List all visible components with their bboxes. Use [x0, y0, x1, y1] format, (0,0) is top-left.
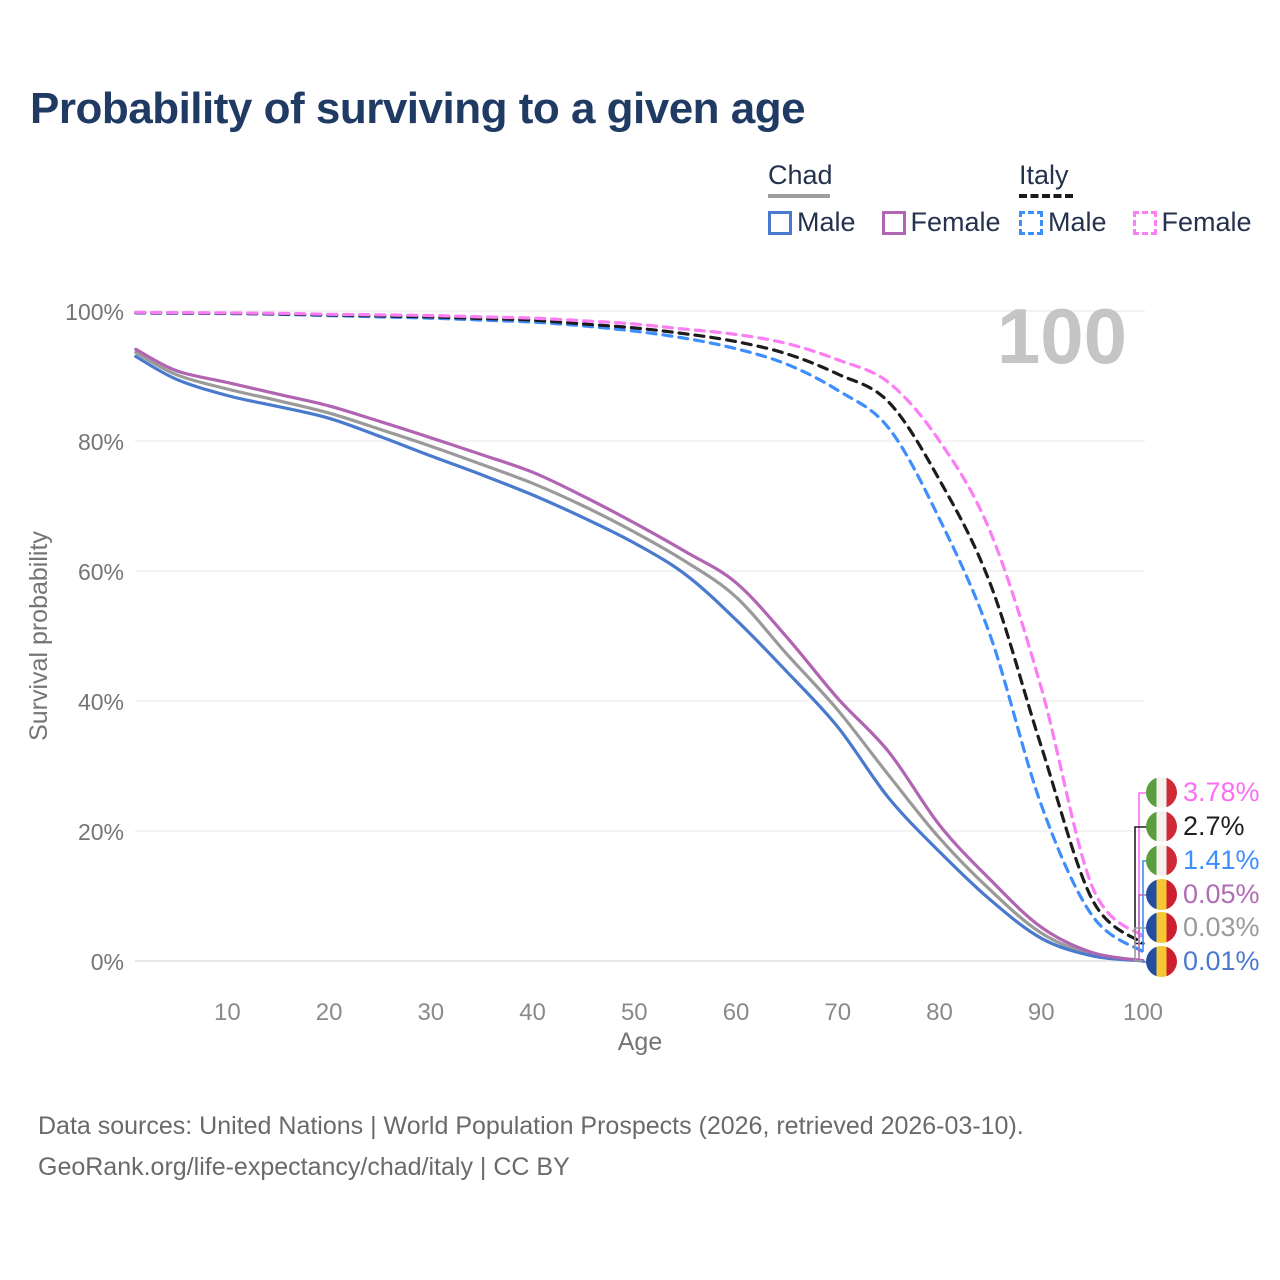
- legend-item-label: Male: [797, 207, 856, 237]
- legend-item-label: Female: [1161, 207, 1252, 237]
- x-tick-label: 30: [417, 999, 444, 1026]
- legend-group-italy: Italy Male Female: [1019, 160, 1278, 238]
- y-tick-label: 20%: [78, 819, 124, 845]
- legend-swatch-icon: [1019, 210, 1043, 235]
- end-label-value: 0.05%: [1183, 879, 1260, 909]
- chad-flag-icon: [1146, 946, 1177, 977]
- x-tick-label: 100: [1123, 999, 1163, 1026]
- footer-data-sources: Data sources: United Nations | World Pop…: [38, 1112, 1024, 1140]
- legend-item-chad-male[interactable]: Male: [768, 207, 856, 238]
- end-label-row: 1.41%: [1146, 845, 1260, 876]
- series-line-chad-female: [134, 347, 1145, 963]
- y-axis-title: Survival probability: [25, 531, 53, 741]
- page-title: Probability of surviving to a given age: [30, 84, 806, 133]
- footer: Data sources: United Nations | World Pop…: [38, 1106, 1024, 1188]
- end-label-connector: [1134, 927, 1150, 962]
- x-axis-title: Age: [618, 1028, 662, 1056]
- x-tick-label: 80: [926, 999, 953, 1026]
- footer-attribution: GeoRank.org/life-expectancy/chad/italy |…: [38, 1153, 570, 1181]
- chad-flag-icon: [1146, 879, 1177, 910]
- end-label-value: 0.03%: [1183, 912, 1260, 942]
- y-tick-label: 40%: [78, 689, 124, 715]
- end-label-row: 3.78%: [1146, 777, 1260, 808]
- end-label-value: 0.01%: [1183, 946, 1260, 976]
- x-tick-label: 70: [824, 999, 851, 1026]
- legend-item-label: Male: [1048, 207, 1107, 237]
- end-label-value: 2.7%: [1183, 811, 1245, 841]
- end-label-row: 0.03%: [1146, 912, 1260, 943]
- legend-country-line-sample: [768, 194, 830, 198]
- end-label-row: 0.01%: [1146, 946, 1260, 977]
- x-tick-label: 60: [723, 999, 750, 1026]
- y-tick-label: 0%: [91, 949, 124, 975]
- x-tick-label: 90: [1028, 999, 1055, 1026]
- age-watermark: 100: [997, 292, 1127, 380]
- legend-item-italy-female[interactable]: Female: [1132, 207, 1252, 238]
- end-label-row: 0.05%: [1146, 879, 1260, 910]
- x-tick-label: 20: [316, 999, 343, 1026]
- x-tick-label: 10: [214, 999, 241, 1026]
- end-label-connector: [1138, 792, 1150, 938]
- italy-flag-icon: [1146, 845, 1177, 876]
- end-label-value: 1.41%: [1183, 845, 1260, 875]
- end-label-row: 2.7%: [1146, 811, 1245, 842]
- series-line-chad-both: [134, 351, 1145, 963]
- legend-country-line-sample: [1019, 194, 1073, 198]
- x-tick-label: 40: [519, 999, 546, 1026]
- legend-item-chad-female[interactable]: Female: [881, 207, 1001, 238]
- legend-swatch-icon: [881, 210, 906, 235]
- italy-flag-icon: [1146, 777, 1177, 808]
- y-tick-label: 80%: [78, 429, 124, 455]
- legend-swatch-icon: [1132, 210, 1157, 235]
- legend-group-chad: Chad Male Female: [768, 160, 1027, 238]
- series-line-chad-male: [134, 354, 1145, 963]
- italy-flag-icon: [1146, 811, 1177, 842]
- end-label-value: 3.78%: [1183, 777, 1260, 807]
- legend-swatch-icon: [768, 210, 792, 235]
- legend-country-label: Italy: [1019, 160, 1069, 190]
- legend-item-italy-male[interactable]: Male: [1019, 207, 1107, 238]
- legend-item-label: Female: [910, 207, 1001, 237]
- legend-country-label: Chad: [768, 160, 833, 190]
- x-tick-label: 50: [621, 999, 648, 1026]
- y-tick-label: 60%: [78, 559, 124, 585]
- chad-flag-icon: [1146, 912, 1177, 943]
- y-tick-label: 100%: [65, 299, 124, 325]
- series-line-italy-female: [134, 310, 1145, 938]
